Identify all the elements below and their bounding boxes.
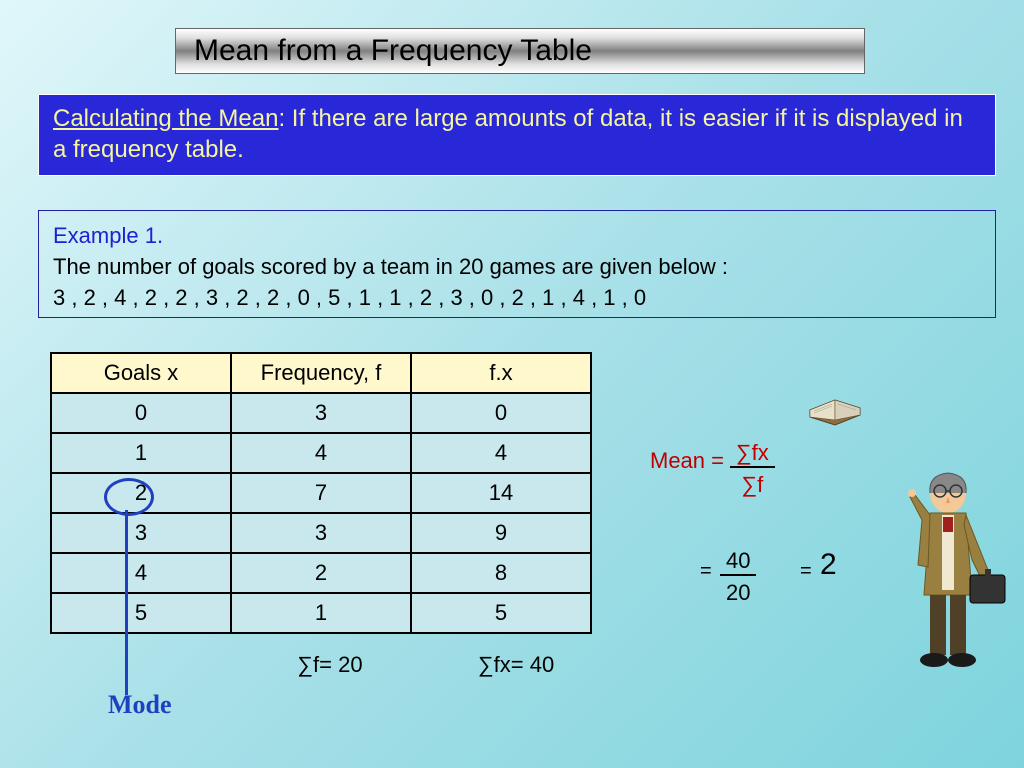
example-line1: The number of goals scored by a team in … bbox=[53, 252, 981, 283]
calc-equals: = bbox=[700, 560, 712, 583]
cell: 1 bbox=[51, 433, 231, 473]
cell: 5 bbox=[411, 593, 591, 633]
mode-label: Mode bbox=[108, 690, 172, 720]
page-title: Mean from a Frequency Table bbox=[194, 34, 592, 68]
cell: 5 bbox=[51, 593, 231, 633]
cell: 8 bbox=[411, 553, 591, 593]
header-fx: f.x bbox=[411, 353, 591, 393]
title-bar: Mean from a Frequency Table bbox=[175, 28, 865, 74]
table-header-row: Goals x Frequency, f f.x bbox=[51, 353, 591, 393]
header-frequency: Frequency, f bbox=[231, 353, 411, 393]
mean-denominator: ∑f bbox=[730, 468, 775, 498]
mean-fraction: ∑fx ∑f bbox=[730, 440, 775, 498]
table-row: 1 4 4 bbox=[51, 433, 591, 473]
cell: 1 bbox=[231, 593, 411, 633]
info-box: Calculating the Mean: If there are large… bbox=[38, 94, 996, 176]
cell: 9 bbox=[411, 513, 591, 553]
cell: 2 bbox=[231, 553, 411, 593]
calc-fraction: 40 20 bbox=[720, 548, 756, 606]
calc-denominator: 20 bbox=[720, 576, 756, 606]
table-row: 4 2 8 bbox=[51, 553, 591, 593]
cell: 4 bbox=[231, 433, 411, 473]
result-equals: = bbox=[800, 560, 812, 583]
book-icon bbox=[800, 370, 870, 430]
table-row: 3 3 9 bbox=[51, 513, 591, 553]
mean-label: Mean = bbox=[650, 448, 724, 474]
sum-row: ∑f= 20 ∑fx= 40 bbox=[240, 652, 606, 678]
cell: 4 bbox=[51, 553, 231, 593]
cell: 3 bbox=[231, 513, 411, 553]
example-box: Example 1. The number of goals scored by… bbox=[38, 210, 996, 318]
sum-fx: ∑fx= 40 bbox=[426, 652, 606, 678]
mean-numerator: ∑fx bbox=[730, 440, 775, 468]
cell: 0 bbox=[411, 393, 591, 433]
header-goals: Goals x bbox=[51, 353, 231, 393]
mode-circle bbox=[104, 478, 154, 516]
mode-arrow bbox=[125, 510, 128, 695]
cell: 14 bbox=[411, 473, 591, 513]
info-label: Calculating the Mean bbox=[53, 105, 278, 132]
cell: 3 bbox=[231, 393, 411, 433]
example-line2: 3 , 2 , 4 , 2 , 2 , 3 , 2 , 2 , 0 , 5 , … bbox=[53, 283, 981, 314]
example-title: Example 1. bbox=[53, 221, 981, 252]
table-row: 0 3 0 bbox=[51, 393, 591, 433]
cell: 4 bbox=[411, 433, 591, 473]
cell: 0 bbox=[51, 393, 231, 433]
character-icon bbox=[900, 465, 1010, 695]
table-row: 5 1 5 bbox=[51, 593, 591, 633]
cell: 3 bbox=[51, 513, 231, 553]
calc-numerator: 40 bbox=[720, 548, 756, 576]
sum-f: ∑f= 20 bbox=[240, 652, 420, 678]
cell: 7 bbox=[231, 473, 411, 513]
result-value: 2 bbox=[820, 548, 837, 582]
